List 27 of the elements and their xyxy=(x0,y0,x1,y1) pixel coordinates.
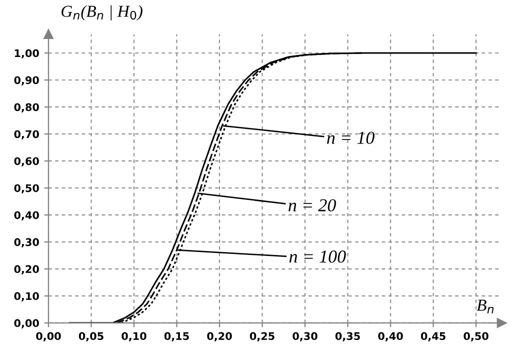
y-tick-label: 0,70 xyxy=(14,130,39,140)
x-tick-label: 0,30 xyxy=(292,332,318,342)
y-tick-label: 0,30 xyxy=(14,238,39,248)
y-tick-label: 0,90 xyxy=(14,76,39,86)
x-tick-label: 0,50 xyxy=(464,332,488,342)
y-axis-title: G$_{n}$(B$_{n}$ | H$_{0}$) xyxy=(62,5,142,20)
x-tick-label: 0,35 xyxy=(335,332,360,342)
annotation: n = 100 xyxy=(289,250,346,263)
annotation: n = 10 xyxy=(327,132,374,144)
y-tick-label: 1,00 xyxy=(14,49,39,58)
y-tick-label: 0,40 xyxy=(14,211,39,220)
x-tick-label: 0,00 xyxy=(36,332,61,342)
y-tick-label: 0,80 xyxy=(14,103,39,112)
x-tick-label: 0,40 xyxy=(378,332,403,342)
y-tick-label: 0,50 xyxy=(14,184,39,194)
x-tick-label: 0,15 xyxy=(164,332,189,342)
annotation: n = 20 xyxy=(288,199,336,212)
x-tick-label: 0,25 xyxy=(250,332,274,342)
x-axis-title: B$_{n}$ xyxy=(476,300,494,314)
y-tick-label: 0,20 xyxy=(14,265,39,274)
x-tick-label: 0,10 xyxy=(122,332,146,342)
x-tick-label: 0,20 xyxy=(207,332,232,342)
x-tick-label: 0,45 xyxy=(420,332,446,342)
y-tick-label: 0,60 xyxy=(14,157,39,166)
y-tick-label: 0,10 xyxy=(14,292,39,302)
y-tick-label: 0,00 xyxy=(14,319,39,328)
x-tick-label: 0,05 xyxy=(78,332,104,342)
